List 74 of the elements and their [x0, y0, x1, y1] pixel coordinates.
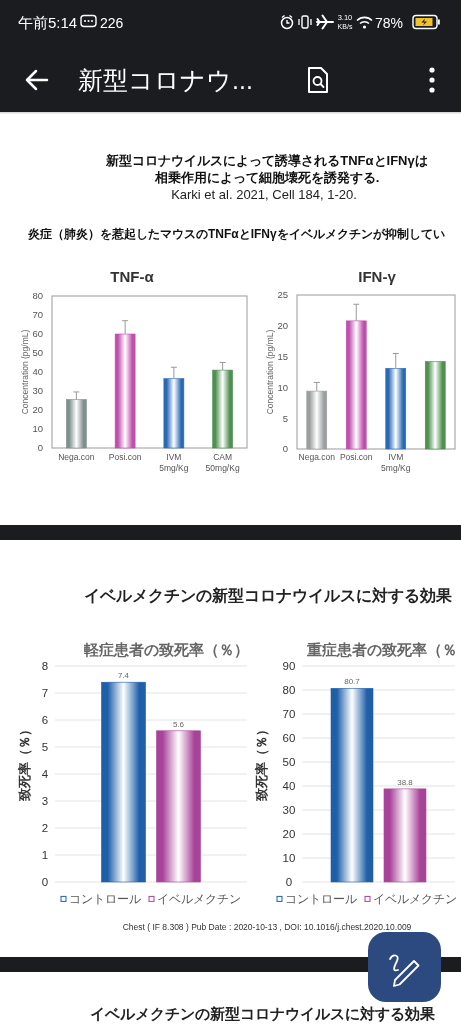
y-tick-label: 60 — [282, 732, 296, 745]
y-tick-label: 20 — [277, 320, 288, 332]
y-tick-label: 30 — [32, 385, 43, 397]
x-tick-label: CAM 50mg/Kg — [205, 452, 240, 473]
bar — [114, 333, 136, 449]
bar — [66, 399, 87, 449]
y-axis-title: Concentration (pg/mL) — [20, 329, 30, 415]
y-tick-label: 25 — [277, 289, 288, 301]
y-tick-label: 90 — [282, 660, 296, 673]
y-tick-label: 10 — [282, 852, 296, 865]
y-tick-label: 5 — [282, 412, 288, 424]
y-tick-label: 20 — [32, 404, 43, 416]
bar — [385, 368, 407, 450]
chart-title: 軽症患者の致死率（％） — [82, 641, 249, 658]
legend-label: コントロール — [69, 892, 141, 906]
legend-label: イベルメクチン — [157, 892, 241, 906]
text: 78% — [375, 15, 404, 31]
text: 226 — [100, 15, 124, 31]
y-tick-label: 50 — [32, 347, 43, 359]
x-tick-label: Nega.con — [298, 452, 336, 462]
text: イベルメクチンの新型コロナウイルスに対する効果 — [89, 1005, 436, 1023]
x-tick-label: IVM 5mg/Kg — [159, 452, 189, 473]
x-tick-label: Nega.con — [58, 452, 95, 462]
y-tick-label: 10 — [277, 381, 288, 393]
y-tick-label: 1 — [41, 849, 49, 862]
y-tick-label: 8 — [41, 660, 49, 673]
y-tick-label: 0 — [37, 442, 43, 454]
y-tick-label: 4 — [41, 768, 49, 781]
y-tick-label: 3 — [41, 795, 49, 808]
bar — [424, 361, 446, 450]
legend-label: イベルメクチン — [373, 892, 457, 906]
x-tick-label: Posi.con — [108, 452, 142, 462]
y-tick-label: 50 — [282, 756, 296, 769]
y-tick-label: 6 — [41, 714, 49, 727]
y-tick-label: 80 — [282, 684, 296, 697]
y-tick-label: 0 — [41, 876, 49, 889]
text: 新型コロナウイルスによって誘導されるTNFαとIFNγは相乗作用によって細胞壊死を誘発する. — [105, 153, 428, 185]
y-tick-label: 40 — [32, 366, 43, 378]
y-tick-label: 5 — [41, 741, 49, 754]
y-tick-label: 10 — [32, 423, 43, 435]
text: Karki et al. 2021, Cell 184, 1-20. — [171, 187, 357, 202]
y-tick-label: 0 — [285, 876, 293, 889]
y-tick-label: 70 — [32, 309, 43, 321]
bar — [212, 369, 233, 449]
bar — [345, 320, 367, 450]
text: 午前5:14 — [18, 14, 78, 31]
y-axis-title: 致死率（％） — [17, 723, 32, 802]
x-tick-label: Posi.con — [339, 452, 373, 462]
chart-title: TNF-α — [110, 268, 155, 285]
chart-title: 重症患者の致死率（％ — [306, 641, 457, 658]
y-tick-label: 0 — [282, 443, 288, 455]
y-tick-label: 80 — [32, 290, 43, 302]
text: イベルメクチンの新型コロナウイルスに対する効果 — [84, 586, 453, 605]
chart-title: IFN-γ — [358, 268, 397, 285]
y-tick-label: 60 — [32, 328, 43, 340]
y-axis-title: Concentration (pg/mL) — [265, 329, 275, 415]
y-tick-label: 30 — [282, 804, 296, 817]
text: 新型コロナウ... — [78, 66, 253, 94]
bar — [163, 378, 185, 449]
data-label: 38.8 — [397, 777, 414, 787]
y-tick-label: 70 — [282, 708, 296, 721]
y-tick-label: 2 — [41, 822, 49, 835]
y-tick-label: 40 — [282, 780, 296, 793]
data-label: 80.7 — [344, 677, 361, 687]
y-tick-label: 15 — [277, 351, 288, 363]
data-label: 7.4 — [117, 671, 130, 681]
text: Chest ( IF 8.308 ) Pub Date : 2020-10-13 , DOI: 10.1016/j.chest.2020.10.009 — [122, 922, 412, 932]
y-axis-title: 致死率（％） — [254, 723, 269, 802]
text: 炎症（肺炎）を惹起したマウスのTNFαとIFNγをイベルメクチンが抑制してい — [28, 227, 445, 241]
legend-label: コントロール — [285, 892, 357, 906]
y-tick-label: 20 — [282, 828, 296, 841]
y-tick-label: 7 — [41, 687, 49, 700]
data-label: 5.6 — [172, 719, 185, 729]
x-tick-label: IVM 5mg/Kg — [381, 452, 411, 473]
